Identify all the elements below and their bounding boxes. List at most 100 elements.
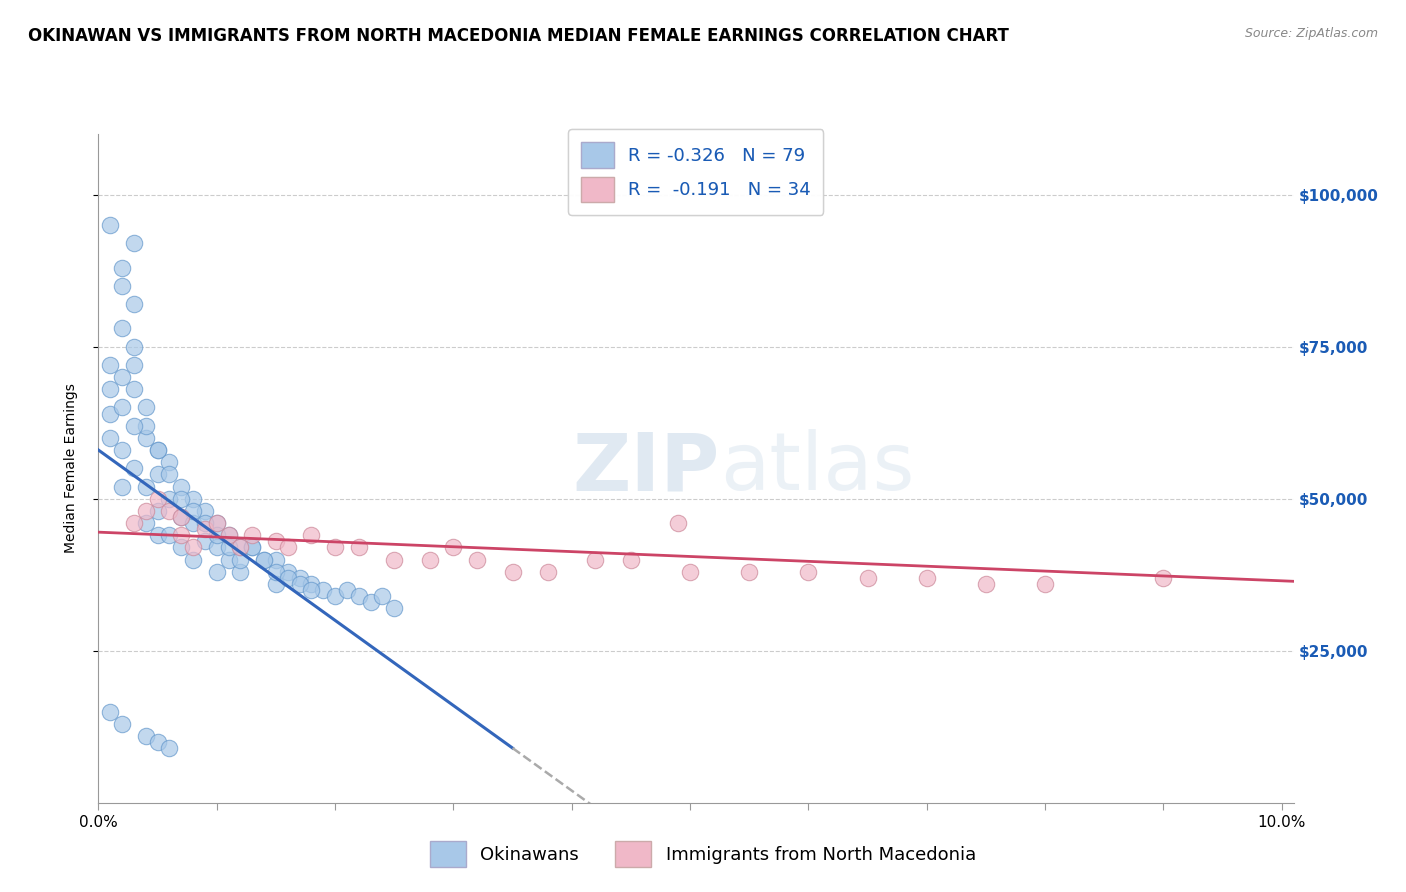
Point	[264, 565, 287, 579]
Point	[312, 582, 335, 597]
Point	[181, 504, 204, 518]
Point	[277, 571, 299, 585]
Point	[146, 528, 169, 542]
Point	[181, 552, 204, 566]
Point	[122, 236, 145, 251]
Point	[299, 528, 322, 542]
Point	[205, 528, 228, 542]
Point	[240, 541, 263, 555]
Point	[146, 504, 169, 518]
Point	[122, 382, 145, 396]
Point	[98, 218, 121, 232]
Legend: R = -0.326   N = 79, R =  -0.191   N = 34: R = -0.326 N = 79, R = -0.191 N = 34	[568, 129, 824, 215]
Point	[288, 571, 311, 585]
Point	[218, 528, 240, 542]
Point	[253, 552, 276, 566]
Point	[135, 516, 157, 530]
Point	[205, 541, 228, 555]
Point	[181, 491, 204, 506]
Point	[135, 401, 157, 415]
Point	[157, 528, 180, 542]
Point	[157, 455, 180, 469]
Point	[336, 582, 359, 597]
Point	[98, 358, 121, 372]
Point	[502, 565, 524, 579]
Point	[170, 541, 193, 555]
Point	[122, 461, 145, 475]
Point	[277, 565, 299, 579]
Point	[856, 571, 879, 585]
Point	[111, 370, 134, 384]
Point	[111, 401, 134, 415]
Point	[974, 577, 997, 591]
Point	[441, 541, 464, 555]
Point	[371, 589, 394, 603]
Point	[146, 735, 169, 749]
Point	[323, 541, 346, 555]
Point	[205, 565, 228, 579]
Point	[323, 589, 346, 603]
Point	[181, 541, 204, 555]
Point	[360, 595, 382, 609]
Point	[111, 479, 134, 493]
Point	[419, 552, 441, 566]
Point	[135, 479, 157, 493]
Point	[157, 504, 180, 518]
Point	[288, 577, 311, 591]
Point	[240, 541, 263, 555]
Point	[135, 729, 157, 743]
Point	[135, 418, 157, 433]
Point	[666, 516, 689, 530]
Point	[583, 552, 606, 566]
Point	[264, 577, 287, 591]
Point	[229, 565, 252, 579]
Point	[218, 528, 240, 542]
Point	[1152, 571, 1174, 585]
Point	[170, 491, 193, 506]
Point	[157, 491, 180, 506]
Point	[122, 297, 145, 311]
Point	[277, 541, 299, 555]
Point	[205, 516, 228, 530]
Point	[98, 431, 121, 445]
Point	[620, 552, 643, 566]
Point	[797, 565, 820, 579]
Point	[229, 552, 252, 566]
Point	[181, 516, 204, 530]
Point	[194, 504, 217, 518]
Point	[218, 552, 240, 566]
Point	[299, 577, 322, 591]
Text: atlas: atlas	[720, 429, 914, 508]
Point	[382, 552, 405, 566]
Point	[194, 516, 217, 530]
Point	[146, 491, 169, 506]
Point	[122, 418, 145, 433]
Point	[264, 534, 287, 549]
Point	[915, 571, 938, 585]
Point	[157, 741, 180, 756]
Point	[146, 467, 169, 482]
Point	[122, 516, 145, 530]
Point	[264, 552, 287, 566]
Point	[465, 552, 488, 566]
Point	[738, 565, 761, 579]
Point	[170, 510, 193, 524]
Point	[194, 522, 217, 536]
Point	[111, 278, 134, 293]
Point	[299, 582, 322, 597]
Point	[347, 541, 370, 555]
Point	[170, 510, 193, 524]
Point	[229, 541, 252, 555]
Y-axis label: Median Female Earnings: Median Female Earnings	[63, 384, 77, 553]
Point	[122, 358, 145, 372]
Point	[111, 443, 134, 458]
Point	[111, 321, 134, 335]
Point	[229, 541, 252, 555]
Point	[135, 431, 157, 445]
Point	[382, 601, 405, 615]
Text: ZIP: ZIP	[572, 429, 720, 508]
Point	[111, 716, 134, 731]
Point	[170, 528, 193, 542]
Point	[679, 565, 702, 579]
Point	[135, 504, 157, 518]
